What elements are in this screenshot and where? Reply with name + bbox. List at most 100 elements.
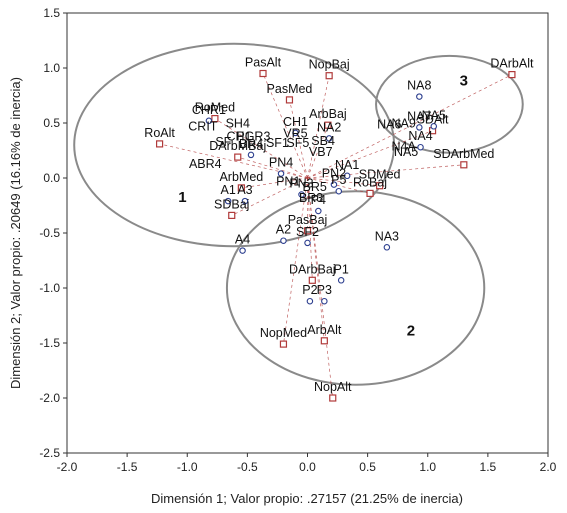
dense-label-SH4: SH4 bbox=[226, 116, 250, 130]
point-NA2 bbox=[325, 135, 333, 142]
label-A1: A1 bbox=[220, 183, 235, 197]
leader-line bbox=[307, 164, 464, 179]
label-CH1: CH1 bbox=[283, 115, 308, 129]
point-PasAlt bbox=[259, 69, 267, 78]
x-tick-label: 0.0 bbox=[299, 460, 316, 474]
point-P1 bbox=[337, 277, 345, 284]
point-PasBaj bbox=[303, 227, 312, 235]
label-SDArbMed: SDArbMed bbox=[433, 147, 494, 161]
leader-line bbox=[307, 177, 313, 281]
point-SF2 bbox=[304, 239, 311, 247]
dense-label-VR5: VR5 bbox=[283, 126, 307, 140]
cluster-ellipse-3 bbox=[375, 54, 524, 154]
label-NopMed: NopMed bbox=[260, 326, 307, 340]
cluster-number-2: 2 bbox=[407, 322, 415, 339]
x-tick-label: -1.5 bbox=[117, 460, 138, 474]
label-NA3: NA3 bbox=[375, 229, 399, 243]
label-PasMed: PasMed bbox=[267, 82, 313, 96]
x-tick-label: 1.5 bbox=[480, 460, 497, 474]
dense-label-BR5: BR5 bbox=[303, 180, 327, 194]
dense-label-CH1: CH1 bbox=[226, 130, 251, 144]
label-ArbAlt: ArbAlt bbox=[307, 323, 342, 337]
label-P2: P2 bbox=[302, 283, 317, 297]
label-BR4: BR4 bbox=[239, 137, 263, 151]
label-NA2: NA2 bbox=[317, 120, 341, 134]
point-NopBaj bbox=[325, 72, 333, 80]
label-NA4: NA4 bbox=[408, 129, 432, 143]
label-P4: P4 bbox=[311, 193, 326, 207]
leader-line bbox=[241, 177, 308, 189]
label-P1: P1 bbox=[334, 262, 349, 276]
y-tick-label: 1.5 bbox=[43, 6, 60, 20]
point-NA8 bbox=[416, 93, 423, 100]
cluster-number-1: 1 bbox=[178, 189, 186, 206]
label-DArbMBaj: DArbMBaj bbox=[209, 139, 266, 153]
point-CH1 bbox=[292, 129, 299, 137]
dense-label-SF5: SF5 bbox=[286, 136, 309, 150]
point-SDMed bbox=[376, 182, 384, 190]
point-PasMed bbox=[285, 96, 294, 104]
y-tick-label: -1.0 bbox=[39, 281, 60, 295]
y-axis-label: Dimensión 2; Valor propio: .20649 (16.16… bbox=[8, 77, 23, 389]
leader-line bbox=[307, 177, 371, 194]
label-ArbMed: ArbMed bbox=[219, 170, 263, 184]
y-tick-label: 0.0 bbox=[43, 171, 60, 185]
dense-label-VB7: VB7 bbox=[309, 145, 333, 159]
point-SDBaj bbox=[228, 211, 236, 219]
leader-line bbox=[231, 177, 308, 216]
label-A4: A4 bbox=[235, 233, 250, 247]
dense-label-NA6: NA6 bbox=[377, 118, 401, 132]
dense-label-NA9: NA9 bbox=[392, 116, 416, 130]
label-PasAlt: PasAlt bbox=[245, 56, 282, 70]
leader-line bbox=[289, 99, 308, 179]
leader-line bbox=[214, 118, 308, 179]
dense-label-SF: SF bbox=[215, 135, 231, 149]
x-tick-label: -2.0 bbox=[57, 460, 78, 474]
y-tick-label: -0.5 bbox=[39, 226, 60, 240]
data-points bbox=[155, 69, 516, 402]
point-P3 bbox=[321, 297, 328, 305]
point-DArbAlt bbox=[508, 70, 516, 79]
y-tick-label: -1.5 bbox=[39, 336, 60, 350]
label-NopBaj: NopBaj bbox=[309, 58, 350, 72]
label-ArbBaj: ArbBaj bbox=[309, 107, 347, 121]
point-DArbBaj bbox=[308, 276, 316, 284]
y-tick-label: -2.0 bbox=[39, 391, 60, 405]
label-P3: P3 bbox=[317, 283, 332, 297]
label-A2: A2 bbox=[276, 223, 291, 237]
point-RoMed bbox=[211, 114, 219, 123]
dense-label-SF1: SF1 bbox=[266, 136, 289, 150]
point-PN4 bbox=[277, 170, 285, 177]
point-PN2 bbox=[330, 181, 338, 188]
cluster-labels: 1 2 3 bbox=[178, 73, 468, 340]
cluster-number-3: 3 bbox=[460, 73, 468, 90]
y-tick-label: 0.5 bbox=[43, 116, 60, 130]
label-NA1: NA1 bbox=[335, 158, 359, 172]
point-ArbAlt bbox=[320, 337, 328, 345]
point-BR4 bbox=[247, 151, 255, 159]
dense-label-SB4: SB4 bbox=[311, 134, 335, 148]
label-NA8: NA8 bbox=[407, 79, 431, 93]
x-tick-label: 1.0 bbox=[419, 460, 436, 474]
point-P5 bbox=[335, 187, 343, 195]
point-NA7 bbox=[416, 124, 423, 131]
point-P2 bbox=[306, 297, 314, 305]
label-P5: P5 bbox=[331, 173, 346, 187]
x-axis-ticks: -2.0 -1.5 -1.0 -0.5 0.0 0.5 1.0 1.5 2.0 bbox=[57, 453, 557, 474]
leader-line bbox=[307, 130, 433, 179]
label-NA7: NA7 bbox=[407, 109, 431, 123]
y-axis-ticks: -2.5 -2.0 -1.5 -1.0 -0.5 0.0 0.5 1.0 1.5 bbox=[39, 6, 67, 460]
label-SF2: SF2 bbox=[296, 225, 319, 239]
x-tick-label: 2.0 bbox=[540, 460, 557, 474]
label-SDMed: SDMed bbox=[359, 168, 401, 182]
leader-line bbox=[307, 74, 513, 179]
point-A4 bbox=[239, 247, 246, 254]
label-DArbBaj: DArbBaj bbox=[289, 262, 336, 276]
point-SDArbMed bbox=[460, 161, 468, 169]
label-A3: A3 bbox=[237, 183, 252, 197]
point-ArbBaj bbox=[324, 121, 332, 129]
y-tick-label: 1.0 bbox=[43, 61, 60, 75]
point-labels: PasAlt NopBaj PasMed ArbBaj RoMed RoAlt DArbMB… bbox=[144, 56, 534, 395]
